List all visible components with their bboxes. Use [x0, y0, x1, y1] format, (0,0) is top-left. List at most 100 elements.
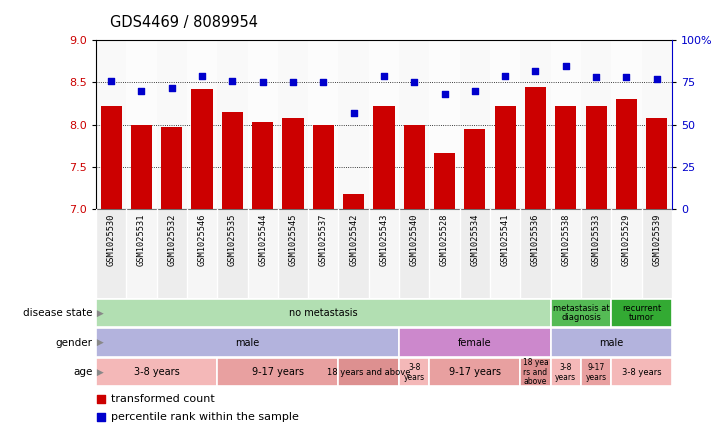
Bar [156, 40, 187, 209]
Text: 9-17 years: 9-17 years [252, 367, 304, 377]
Text: GSM1025532: GSM1025532 [167, 214, 176, 266]
Bar [222, 112, 243, 209]
Bar [434, 153, 455, 209]
Bar [96, 299, 550, 327]
Text: GSM1025544: GSM1025544 [258, 214, 267, 266]
Text: 3-8 years: 3-8 years [134, 367, 179, 377]
Text: 18 yea
rs and
above: 18 yea rs and above [523, 358, 548, 387]
Bar [308, 40, 338, 209]
Text: GSM1025543: GSM1025543 [380, 214, 388, 266]
Text: 9-17 years: 9-17 years [449, 367, 501, 377]
Bar [399, 358, 429, 387]
Point [378, 72, 390, 79]
Bar [611, 358, 672, 387]
Bar [464, 129, 486, 209]
Bar [131, 125, 152, 209]
Point [136, 88, 147, 94]
Bar [399, 40, 429, 209]
Bar [550, 299, 611, 327]
Bar [495, 106, 515, 209]
Text: 3-8 years: 3-8 years [622, 368, 661, 377]
Text: male: male [235, 338, 260, 348]
Point [95, 413, 107, 420]
Bar [96, 209, 127, 298]
Bar [282, 118, 304, 209]
Point [590, 74, 602, 81]
Point [530, 67, 541, 74]
Bar [611, 299, 672, 327]
Text: GSM1025533: GSM1025533 [592, 214, 601, 266]
Text: metastasis at
diagnosis: metastasis at diagnosis [552, 304, 609, 322]
Text: male: male [599, 338, 624, 348]
Point [348, 110, 359, 116]
Bar [490, 209, 520, 298]
Bar [611, 40, 641, 209]
Text: GSM1025542: GSM1025542 [349, 214, 358, 266]
Bar [490, 40, 520, 209]
Bar [96, 358, 218, 387]
Point [95, 396, 107, 403]
Text: GSM1025539: GSM1025539 [652, 214, 661, 266]
Text: GSM1025531: GSM1025531 [137, 214, 146, 266]
Bar [399, 328, 550, 357]
Text: recurrent
tumor: recurrent tumor [622, 304, 661, 322]
Bar [555, 106, 577, 209]
Bar [308, 209, 338, 298]
Bar [460, 40, 490, 209]
Bar [156, 209, 187, 298]
Text: transformed count: transformed count [111, 394, 215, 404]
Bar [520, 40, 550, 209]
Text: female: female [458, 338, 492, 348]
Bar [520, 209, 550, 298]
Text: ▶: ▶ [94, 338, 104, 347]
Text: ▶: ▶ [94, 308, 104, 318]
Point [500, 72, 511, 79]
Bar [550, 328, 672, 357]
Bar [218, 209, 247, 298]
Point [287, 79, 299, 86]
Bar [191, 89, 213, 209]
Bar [247, 40, 278, 209]
Point [560, 62, 572, 69]
Text: 18 years and above: 18 years and above [327, 368, 410, 377]
Bar [429, 209, 460, 298]
Bar [581, 358, 611, 387]
Text: GSM1025535: GSM1025535 [228, 214, 237, 266]
Bar [646, 118, 668, 209]
Bar [616, 99, 637, 209]
Text: GSM1025536: GSM1025536 [531, 214, 540, 266]
Text: GSM1025530: GSM1025530 [107, 214, 116, 266]
Bar [520, 358, 550, 387]
Text: no metastasis: no metastasis [289, 308, 358, 318]
Text: 3-8
years: 3-8 years [404, 363, 424, 382]
Bar [100, 106, 122, 209]
Bar [338, 40, 369, 209]
Bar [127, 40, 156, 209]
Bar [581, 209, 611, 298]
Bar [161, 127, 182, 209]
Bar [585, 106, 606, 209]
Point [469, 88, 481, 94]
Bar [338, 358, 399, 387]
Text: gender: gender [55, 338, 92, 348]
Bar [278, 209, 308, 298]
Bar [404, 125, 425, 209]
Point [166, 84, 178, 91]
Bar [252, 122, 273, 209]
Bar [187, 40, 218, 209]
Bar [96, 328, 399, 357]
Text: GSM1025537: GSM1025537 [319, 214, 328, 266]
Bar [460, 209, 490, 298]
Bar [369, 209, 399, 298]
Point [651, 76, 663, 82]
Point [621, 74, 632, 81]
Bar [429, 358, 520, 387]
Text: GSM1025540: GSM1025540 [410, 214, 419, 266]
Bar [550, 209, 581, 298]
Bar [343, 194, 364, 209]
Text: age: age [73, 367, 92, 377]
Point [257, 79, 268, 86]
Point [439, 91, 450, 98]
Bar [641, 40, 672, 209]
Bar [399, 209, 429, 298]
